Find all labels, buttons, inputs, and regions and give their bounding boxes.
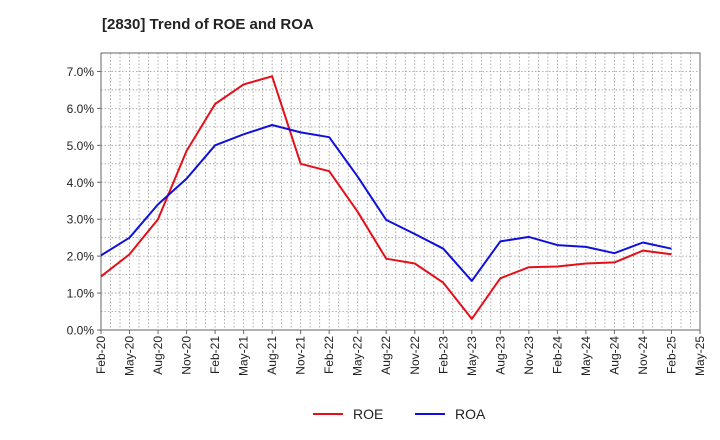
x-tick-label: Aug-24 <box>607 336 621 375</box>
y-tick-label: 3.0% <box>67 213 95 227</box>
x-tick-label: Feb-25 <box>664 336 678 374</box>
chart-title: [2830] Trend of ROE and ROA <box>102 16 314 33</box>
y-tick-label: 4.0% <box>67 176 95 190</box>
x-tick-label: May-20 <box>123 336 137 376</box>
x-tick-label: Aug-21 <box>265 336 279 375</box>
x-tick-label: May-21 <box>237 336 251 376</box>
x-tick-label: Feb-24 <box>550 336 564 374</box>
grid-lines <box>101 53 700 330</box>
x-tick-label: Nov-23 <box>522 336 536 375</box>
x-tick-label: May-23 <box>465 336 479 376</box>
x-tick-label: Nov-20 <box>180 336 194 375</box>
plot-area-frame <box>100 52 701 331</box>
x-tick-label: Feb-20 <box>94 336 108 374</box>
x-tick-label: Feb-22 <box>322 336 336 374</box>
x-tick-label: May-25 <box>693 336 707 376</box>
x-tick-label: Nov-22 <box>408 336 422 375</box>
y-tick-label: 1.0% <box>67 287 95 301</box>
x-axis-tick-labels: Feb-20 May-20 Aug-20 Nov-20 Feb-21 May-21 Aug-… <box>94 330 707 376</box>
x-tick-label: Nov-24 <box>636 336 650 375</box>
y-tick-label: 0.0% <box>67 324 95 338</box>
x-tick-label: Feb-21 <box>208 336 222 374</box>
x-tick-label: Nov-21 <box>294 336 308 375</box>
legend: ROE ROA <box>313 406 486 422</box>
x-tick-label: Aug-20 <box>151 336 165 375</box>
x-tick-label: Aug-22 <box>379 336 393 375</box>
x-tick-label: Feb-23 <box>436 336 450 374</box>
series-line-roe <box>100 75 672 320</box>
series-lines <box>100 75 672 320</box>
legend-label-roe: ROE <box>353 406 383 422</box>
series-line-roa <box>100 124 672 282</box>
y-axis-tick-labels: 0.0% 1.0% 2.0% 3.0% 4.0% 5.0% 6.0% 7.0% <box>67 65 101 338</box>
y-tick-label: 2.0% <box>67 250 95 264</box>
legend-label-roa: ROA <box>455 406 486 422</box>
y-tick-label: 6.0% <box>67 102 95 116</box>
x-tick-label: Aug-23 <box>493 336 507 375</box>
x-tick-label: May-22 <box>351 336 365 376</box>
y-tick-label: 7.0% <box>67 65 95 79</box>
x-tick-label: May-24 <box>579 336 593 376</box>
y-tick-label: 5.0% <box>67 139 95 153</box>
